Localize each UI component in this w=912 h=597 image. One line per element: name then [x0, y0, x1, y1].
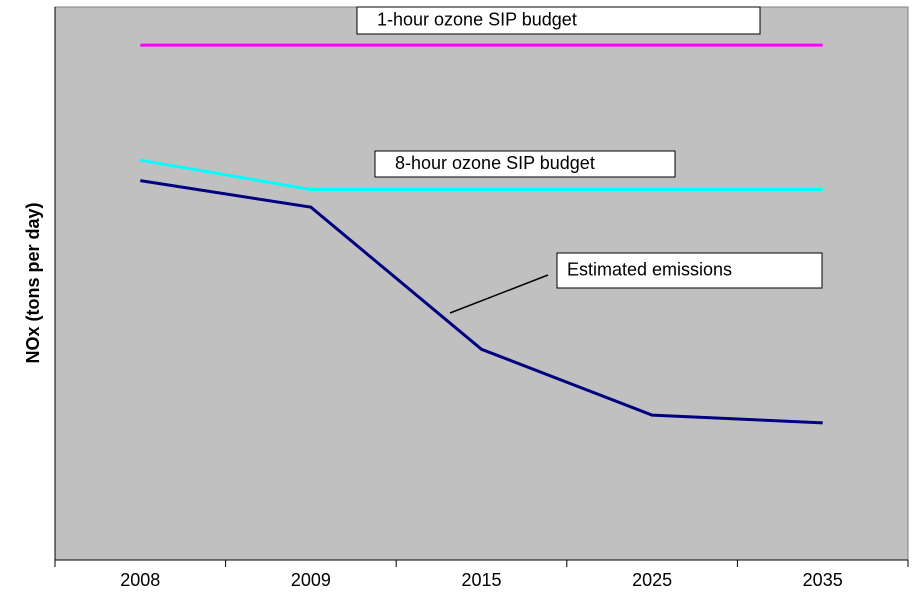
- leader-line: [449, 274, 549, 314]
- y-axis-label: NOx (tons per day): [23, 202, 43, 363]
- label-box: [356, 6, 761, 35]
- series-label: Estimated emissions: [567, 259, 732, 279]
- series-line: [140, 158, 823, 191]
- x-tick-label: 2008: [120, 570, 160, 590]
- x-tick-label: 2009: [291, 570, 331, 590]
- series-label: 8-hour ozone SIP budget: [395, 153, 595, 173]
- series-label: 1-hour ozone SIP budget: [377, 9, 577, 29]
- x-tick-label: 2025: [632, 570, 672, 590]
- label-box: [374, 150, 676, 178]
- series-line: [140, 179, 823, 425]
- label-box: [556, 252, 823, 289]
- x-tick-label: 2015: [461, 570, 501, 590]
- x-tick-label: 2035: [803, 570, 843, 590]
